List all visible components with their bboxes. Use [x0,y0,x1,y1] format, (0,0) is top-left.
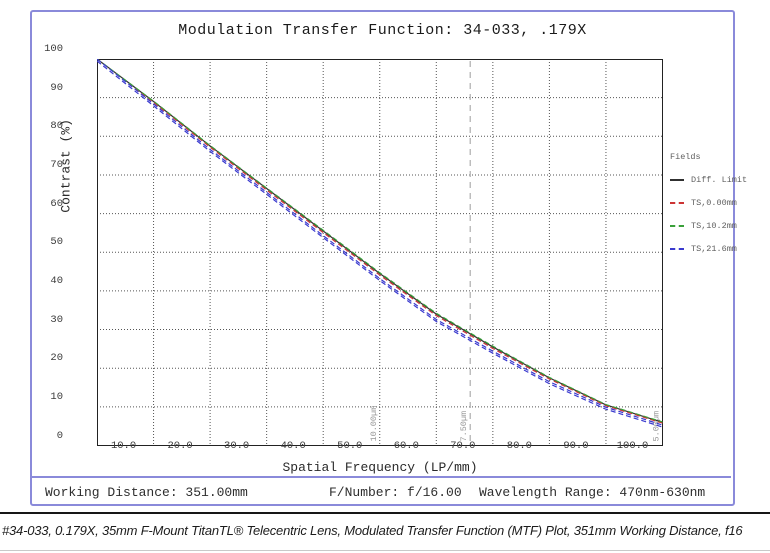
legend-header: Fields [670,152,701,162]
legend-line-swatch [670,202,684,204]
x-axis-title: Spatial Frequency (LP/mm) [282,460,478,475]
mtf-figure-frame: Modulation Transfer Function: 34-033, .1… [30,10,747,506]
plot-area: 10.00µm 7.50µm 5.00µm [97,59,663,446]
y-tick-label: 100 [44,43,63,55]
legend-item: Diff. Limit [670,175,770,185]
svg-text:7.50µm: 7.50µm [459,411,469,442]
legend-line-swatch [670,225,684,227]
legend: Fields Diff. Limit TS,0.00mm TS,10.2mm TS,2… [670,152,770,254]
svg-text:10.00µm: 10.00µm [369,406,379,442]
legend-item-label: Diff. Limit [691,175,748,185]
legend-item-label: TS,21.6mm [691,244,737,254]
legend-item-label: TS,10.2mm [691,221,737,231]
f-number-value: F/Number: f/16.00 [329,485,462,500]
legend-line-swatch [670,248,684,250]
y-tick-label: 50 [50,236,63,249]
y-tick-label: 0 [56,429,63,442]
y-tick-label: 90 [50,81,63,94]
legend-item: TS,0.00mm [670,198,770,208]
legend-item: TS,10.2mm [670,221,770,231]
mtf-plot-canvas: 10.00µm 7.50µm 5.00µm [97,59,663,446]
legend-item: TS,21.6mm [670,244,770,254]
wavelength-range-value: Wavelength Range: 470nm-630nm [479,485,706,500]
chart-title: Modulation Transfer Function: 34-033, .1… [178,22,587,39]
figure-caption: #34-033, 0.179X, 35mm F-Mount TitanTL® T… [2,523,743,538]
y-axis-title: Contrast (%) [58,119,74,213]
svg-text:5.00µm: 5.00µm [652,411,662,442]
caption-divider [0,512,770,514]
info-bar: Working Distance: 351.00mm F/Number: f/1… [30,476,731,504]
y-tick-label: 40 [50,274,63,287]
legend-line-swatch [670,179,684,181]
legend-item-label: TS,0.00mm [691,198,737,208]
bottom-divider [0,550,770,551]
y-tick-label: 20 [50,352,63,365]
legend-items: Diff. Limit TS,0.00mm TS,10.2mm TS,21.6mm [670,175,770,254]
y-tick-label: 30 [50,313,63,326]
y-tick-label: 10 [50,390,63,403]
working-distance-value: Working Distance: 351.00mm [45,485,248,500]
